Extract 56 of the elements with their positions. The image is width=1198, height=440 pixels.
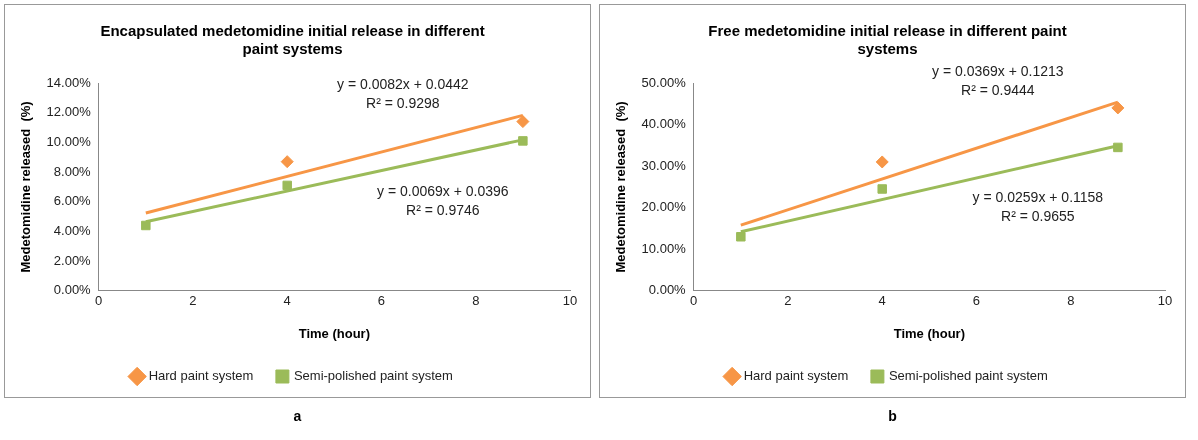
y-tick-label: 40.00%: [641, 116, 687, 132]
text: y = 0.0369x + 0.1213: [932, 62, 1064, 79]
y-tick-label: 0.00%: [648, 282, 687, 298]
x-tick-label: 6: [972, 293, 981, 309]
point: [282, 180, 292, 191]
y-tick-label: 2.00%: [53, 252, 92, 268]
point: [516, 115, 530, 129]
y-tick-label: 10.00%: [46, 133, 92, 149]
annotation: R² = 0.9746: [406, 201, 480, 218]
point: [875, 155, 889, 169]
point: [1113, 142, 1123, 153]
point: [518, 136, 528, 146]
legend-label: Semi-polished paint system: [293, 368, 453, 384]
x-tick-label: 6: [377, 293, 386, 309]
y-tick-label: 50.00%: [641, 74, 687, 90]
x-tick-label: 2: [189, 293, 197, 309]
x-tick-label: 10: [1157, 293, 1173, 309]
x-tick-label: 0: [690, 293, 698, 309]
x-axis-title: Time (hour): [298, 325, 370, 341]
y-axis-title: Medetomidine released (%): [613, 101, 629, 273]
y-tick-label: 12.00%: [46, 104, 92, 120]
point: [141, 220, 151, 231]
y-tick-label: 10.00%: [641, 240, 687, 256]
chart-title: Free medetomidine initial release in different paint systems: [708, 22, 1067, 58]
chart-title: Encapsulated medetomidine initial release in different paint systems: [100, 22, 485, 58]
annotation: R² = 0.9655: [1001, 207, 1075, 224]
y-tick-label: 8.00%: [53, 163, 92, 179]
legend-label: Semi-polished paint system: [888, 368, 1048, 384]
x-axis-title: Time (hour): [893, 325, 965, 341]
legend-label: Hard paint system: [148, 368, 254, 384]
y-axis-title: Medetomidine released (%): [18, 101, 34, 273]
x-tick-label: 10: [562, 293, 578, 309]
y-tick-label: 6.00%: [53, 193, 92, 209]
annotation: y = 0.0069x + 0.0396: [377, 182, 509, 199]
x-tick-label: 2: [784, 293, 792, 309]
point: [280, 155, 294, 169]
annotation: y = 0.0259x + 0.1158: [972, 188, 1104, 205]
x-tick-label: 4: [878, 293, 886, 309]
point: [1111, 101, 1125, 115]
point: [877, 184, 887, 194]
y-tick-label: 30.00%: [641, 157, 687, 173]
annotation: y = 0.0082x + 0.0442: [337, 76, 469, 93]
x-tick-label: 8: [472, 293, 480, 309]
annotation: R² = 0.9298: [366, 95, 440, 112]
x-tick-label: 8: [1067, 293, 1075, 309]
annotation: R² = 0.9444: [961, 81, 1035, 98]
text: a: [292, 408, 303, 424]
y-tick-label: 4.00%: [53, 223, 92, 239]
y-tick-label: 20.00%: [641, 199, 687, 215]
legend-label: Hard paint system: [743, 368, 849, 384]
point: [736, 232, 746, 242]
y-tick-label: 14.00%: [46, 74, 92, 90]
x-tick-label: 0: [95, 293, 103, 309]
text: b: [887, 408, 898, 424]
x-tick-label: 4: [283, 293, 291, 309]
y-tick-label: 0.00%: [53, 282, 92, 298]
